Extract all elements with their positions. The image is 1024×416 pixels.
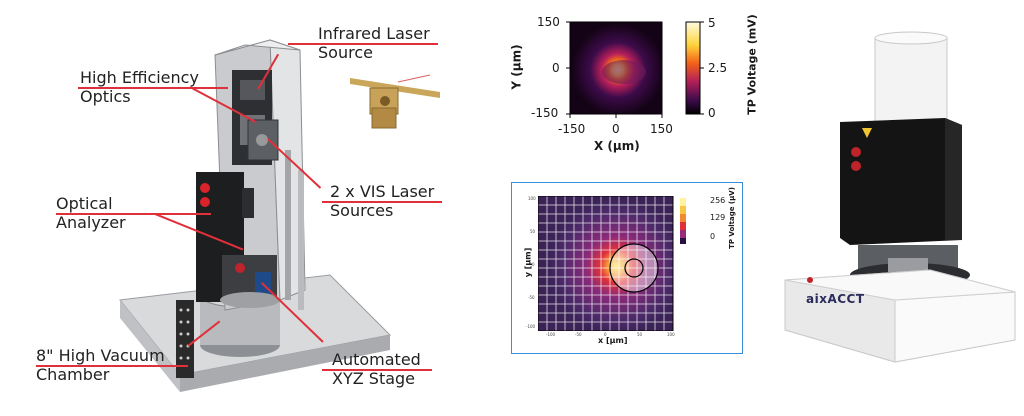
device-photo [784, 31, 1016, 363]
callout-chamber: 8" High Vacuum Chamber [36, 346, 165, 384]
bottom-cbar-tick-0: 256 [710, 196, 726, 205]
heatmap-bottom [538, 196, 686, 331]
bottom-xlabel: x [µm] [598, 336, 628, 345]
device-brand-logo: aixACCT [806, 292, 865, 306]
top-ytick-1: 0 [552, 61, 560, 75]
callout-vis-laser: 2 x VIS Laser Sources [330, 182, 435, 220]
top-cbar-tick-2: 0 [708, 106, 716, 120]
top-xtick-2: 150 [650, 122, 673, 136]
callout-vis-underline [322, 201, 442, 203]
bottom-xtick-0: -100 [546, 332, 556, 337]
callout-analyzer: Optical Analyzer [56, 194, 126, 232]
bottom-xtick-1: -50 [575, 332, 582, 337]
callout-infrared-laser: Infrared Laser Source [318, 24, 430, 62]
top-cbar-label: TP Voltage (mV) [745, 14, 759, 115]
heatmap-top [566, 21, 704, 118]
top-ylabel: Y (µm) [509, 44, 524, 90]
bottom-xtick-4: 100 [667, 332, 675, 337]
bottom-ytick-2: 0 [532, 262, 535, 267]
top-xtick-1: 0 [612, 122, 620, 136]
top-ytick-0: 150 [537, 15, 560, 29]
bottom-cbar-tick-1: 129 [710, 213, 726, 222]
bottom-xtick-2: 0 [604, 332, 607, 337]
bottom-ytick-4: -100 [526, 324, 536, 329]
callout-stage: Automated XYZ Stage [332, 350, 421, 388]
bottom-ytick-3: -50 [528, 295, 535, 300]
top-cbar-tick-0: 5 [708, 16, 716, 30]
bottom-xtick-3: 50 [637, 332, 643, 337]
bottom-cbar-label: TP Voltage (µV) [728, 187, 736, 249]
top-cbar-tick-1: 2.5 [708, 61, 728, 75]
top-xlabel: X (µm) [594, 139, 640, 153]
callout-infrared-underline [288, 43, 438, 45]
instrument-illustration [119, 39, 440, 392]
callout-analyzer-underline [56, 213, 211, 215]
bottom-ytick-0: 100 [528, 196, 536, 201]
bottom-ytick-1: 50 [530, 229, 536, 234]
top-ytick-2: -150 [531, 106, 559, 120]
top-xtick-0: -150 [558, 122, 586, 136]
bottom-cbar-tick-2: 0 [710, 232, 716, 241]
callout-optics: High Efficiency Optics [80, 68, 199, 106]
callout-stage-underline [322, 369, 432, 371]
callout-chamber-underline [36, 365, 188, 367]
callout-optics-underline [78, 87, 228, 89]
